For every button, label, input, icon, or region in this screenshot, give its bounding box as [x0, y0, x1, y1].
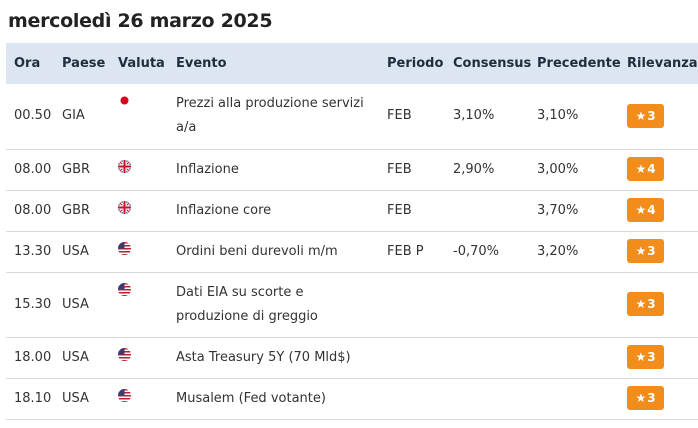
cell-consensus	[453, 190, 537, 232]
cell-ora: 08.00	[6, 190, 62, 232]
cell-rilevanza: ★ 4	[627, 149, 698, 191]
header-rilevanza[interactable]: Rilevanza	[627, 43, 698, 84]
cell-rilevanza: ★ 3	[627, 231, 698, 273]
cell-ora: 18.10	[6, 378, 62, 420]
table-header-row: Ora Paese Valuta Evento Periodo Consensu…	[6, 43, 698, 84]
uk-flag-icon	[118, 159, 131, 173]
cell-periodo: FEB	[387, 84, 453, 150]
cell-precedente	[537, 378, 627, 420]
table-row[interactable]: 00.50 GIA Prezzi alla produzione servizi…	[6, 84, 698, 150]
cell-valuta	[118, 190, 176, 232]
cell-ora: 00.50	[6, 84, 62, 150]
cell-periodo: FEB	[387, 190, 453, 232]
cell-precedente	[537, 337, 627, 379]
us-flag-icon	[118, 347, 131, 361]
cell-precedente: 3,20%	[537, 231, 627, 273]
star-icon: ★	[635, 391, 647, 405]
star-icon: ★	[635, 203, 647, 217]
star-icon: ★	[635, 297, 647, 311]
page-title: mercoledì 26 marzo 2025	[8, 10, 273, 32]
cell-paese: USA	[62, 231, 118, 273]
table-row[interactable]: 08.00 GBR Inflazione core FEB 3,70% ★ 4	[6, 190, 698, 232]
header-evento[interactable]: Evento	[176, 43, 387, 84]
cell-paese: USA	[62, 272, 118, 338]
cell-ora: 18.00	[6, 337, 62, 379]
cell-ora: 13.30	[6, 231, 62, 273]
star-icon: ★	[635, 350, 647, 364]
cell-consensus	[453, 378, 537, 420]
cell-evento[interactable]: Asta Treasury 5Y (70 Mld$)	[176, 337, 387, 379]
rilevanza-badge: ★ 4	[627, 198, 664, 222]
table-row[interactable]: 18.10 USA Musalem (Fed votante) ★ 3	[6, 378, 698, 420]
cell-paese: GIA	[62, 84, 118, 150]
rilevanza-badge: ★ 3	[627, 292, 664, 316]
header-consensus[interactable]: Consensus	[453, 43, 537, 84]
cell-evento[interactable]: Prezzi alla produzione servizi a/a	[176, 84, 387, 150]
cell-periodo: FEB	[387, 149, 453, 191]
star-icon: ★	[635, 244, 647, 258]
cell-valuta	[118, 149, 176, 191]
cell-rilevanza: ★ 3	[627, 84, 698, 150]
rilevanza-badge: ★ 3	[627, 239, 664, 263]
cell-consensus	[453, 337, 537, 379]
header-paese[interactable]: Paese	[62, 43, 118, 84]
cell-periodo	[387, 378, 453, 420]
rilevanza-badge: ★ 3	[627, 386, 664, 410]
cell-paese: USA	[62, 378, 118, 420]
cell-evento[interactable]: Inflazione core	[176, 190, 387, 232]
rilevanza-badge: ★ 4	[627, 157, 664, 181]
cell-consensus: 2,90%	[453, 149, 537, 191]
table-row[interactable]: 08.00 GBR Inflazione FEB 2,90% 3,00% ★ 4	[6, 149, 698, 191]
cell-ora: 15.30	[6, 272, 62, 338]
cell-evento[interactable]: Inflazione	[176, 149, 387, 191]
table-row[interactable]: 13.30 USA Ordini beni durevoli m/m FEB P…	[6, 231, 698, 273]
uk-flag-icon	[118, 200, 131, 214]
cell-valuta	[118, 337, 176, 379]
rilevanza-badge: ★ 3	[627, 345, 664, 369]
cell-rilevanza: ★ 3	[627, 337, 698, 379]
table-row[interactable]: 15.30 USA Dati EIA su scorte e produzion…	[6, 272, 698, 338]
cell-consensus: -0,70%	[453, 231, 537, 273]
cell-periodo: FEB P	[387, 231, 453, 273]
cell-valuta	[118, 231, 176, 273]
cell-paese: GBR	[62, 149, 118, 191]
cell-valuta	[118, 84, 176, 150]
cell-valuta	[118, 272, 176, 338]
cell-precedente	[537, 272, 627, 338]
cell-precedente: 3,00%	[537, 149, 627, 191]
cell-periodo	[387, 337, 453, 379]
cell-rilevanza: ★ 3	[627, 272, 698, 338]
economic-calendar-table: Ora Paese Valuta Evento Periodo Consensu…	[6, 43, 698, 420]
star-icon: ★	[635, 108, 647, 123]
us-flag-icon	[118, 388, 131, 402]
table-row[interactable]: 18.00 USA Asta Treasury 5Y (70 Mld$) ★ 3	[6, 337, 698, 379]
cell-valuta	[118, 378, 176, 420]
cell-rilevanza: ★ 3	[627, 378, 698, 420]
cell-evento[interactable]: Dati EIA su scorte e produzione di gregg…	[176, 272, 387, 338]
japan-flag-icon	[118, 94, 131, 107]
rilevanza-badge: ★ 3	[627, 103, 664, 128]
cell-consensus	[453, 272, 537, 338]
cell-precedente: 3,10%	[537, 84, 627, 150]
cell-consensus: 3,10%	[453, 84, 537, 150]
star-icon: ★	[635, 162, 647, 176]
cell-paese: USA	[62, 337, 118, 379]
cell-periodo	[387, 272, 453, 338]
us-flag-icon	[118, 282, 131, 296]
cell-evento[interactable]: Ordini beni durevoli m/m	[176, 231, 387, 273]
header-periodo[interactable]: Periodo	[387, 43, 453, 84]
cell-ora: 08.00	[6, 149, 62, 191]
header-valuta[interactable]: Valuta	[118, 43, 176, 84]
us-flag-icon	[118, 241, 131, 255]
header-ora[interactable]: Ora	[6, 43, 62, 84]
cell-rilevanza: ★ 4	[627, 190, 698, 232]
cell-precedente: 3,70%	[537, 190, 627, 232]
cell-evento[interactable]: Musalem (Fed votante)	[176, 378, 387, 420]
header-precedente[interactable]: Precedente	[537, 43, 627, 84]
cell-paese: GBR	[62, 190, 118, 232]
